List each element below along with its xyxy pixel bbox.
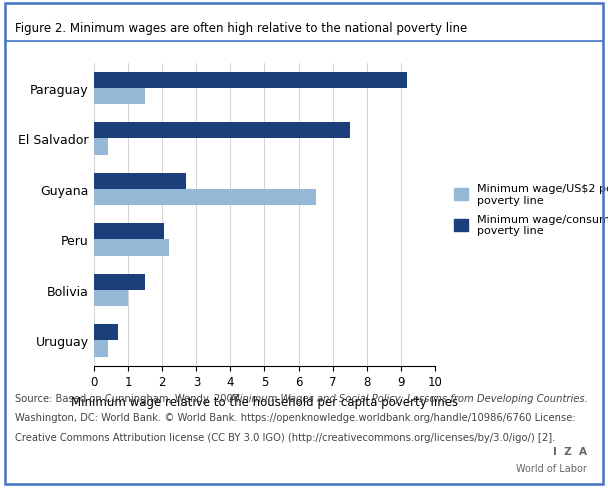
Bar	[94, 274, 145, 290]
X-axis label: Minimum wage relative to the household per capita poverty lines: Minimum wage relative to the household p…	[71, 396, 458, 408]
Text: Creative Commons Attribution license (CC BY 3.0 IGO) (http://creativecommons.org: Creative Commons Attribution license (CC…	[15, 432, 556, 442]
Text: Minimum Wages and Social Policy: Lessons from Developing Countries.: Minimum Wages and Social Policy: Lessons…	[231, 393, 588, 403]
Legend: Minimum wage/US$2 per day
poverty line, Minimum wage/consumption basket
poverty : Minimum wage/US$2 per day poverty line, …	[454, 184, 608, 236]
Text: Washington, DC: World Bank. © World Bank. https://openknowledge.worldbank.org/ha: Washington, DC: World Bank. © World Bank…	[15, 412, 576, 422]
Bar	[94, 89, 145, 105]
Bar	[94, 341, 108, 357]
Bar	[94, 240, 169, 256]
Text: Figure 2. Minimum wages are often high relative to the national poverty line: Figure 2. Minimum wages are often high r…	[15, 22, 468, 35]
Bar	[94, 73, 407, 89]
Bar	[94, 139, 108, 155]
Bar	[94, 123, 350, 139]
Bar	[94, 290, 128, 306]
Text: I  Z  A: I Z A	[553, 447, 587, 456]
Bar	[94, 224, 164, 240]
Bar	[94, 173, 186, 189]
Bar	[94, 189, 316, 205]
Text: Source: Based on Cunningham, Wendy. 2007.: Source: Based on Cunningham, Wendy. 2007…	[15, 393, 246, 403]
Text: World of Labor: World of Labor	[516, 464, 587, 473]
Bar	[94, 325, 118, 341]
